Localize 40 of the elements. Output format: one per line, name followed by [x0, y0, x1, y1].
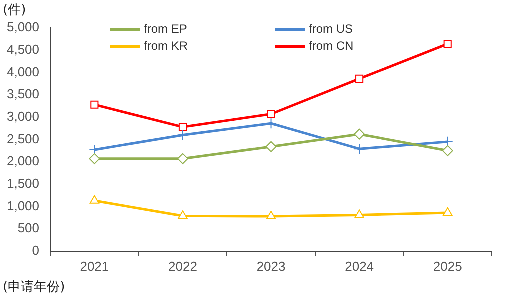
point — [89, 153, 100, 164]
legend-label: from EP — [144, 22, 188, 36]
y-tick-label: 2,000 — [6, 154, 40, 169]
point — [354, 210, 364, 218]
point — [356, 74, 364, 83]
point — [442, 136, 454, 148]
point — [267, 110, 276, 118]
point — [444, 40, 452, 48]
x-tick-label: 2021 — [80, 258, 110, 274]
x-tick-label: 2022 — [168, 258, 198, 274]
point — [90, 195, 100, 204]
legend-label: from US — [309, 22, 354, 36]
point — [354, 128, 366, 140]
legend-label: from CN — [309, 39, 354, 53]
y-tick-label: 0 — [32, 242, 40, 258]
y-tick-label: 500 — [18, 220, 40, 236]
point — [178, 123, 188, 132]
y-tick-label: 3,500 — [6, 86, 40, 102]
point — [443, 207, 453, 216]
x-tick-label: 2023 — [256, 258, 286, 274]
point — [266, 141, 277, 152]
point — [89, 144, 100, 156]
x-tick-label: 2024 — [345, 258, 374, 274]
y-tick-label: 1,500 — [6, 176, 40, 191]
legend-label: from KR — [144, 39, 188, 53]
point — [442, 145, 454, 156]
text: (件) — [3, 2, 26, 19]
y-tick-label: 3,000 — [6, 108, 40, 124]
y-tick-label: 2,500 — [6, 131, 40, 146]
point — [178, 210, 188, 220]
y-tick-label: 1,000 — [6, 198, 40, 214]
y-tick-label: 4,500 — [6, 42, 40, 57]
x-axis-title: (申请年份) — [3, 279, 66, 296]
point — [266, 211, 276, 220]
point — [177, 130, 188, 141]
x-tick-label: 2025 — [433, 258, 462, 274]
point — [177, 153, 188, 164]
point — [90, 100, 99, 109]
y-tick-label: 5,000 — [6, 20, 40, 35]
y-tick-label: 4,000 — [6, 64, 40, 80]
